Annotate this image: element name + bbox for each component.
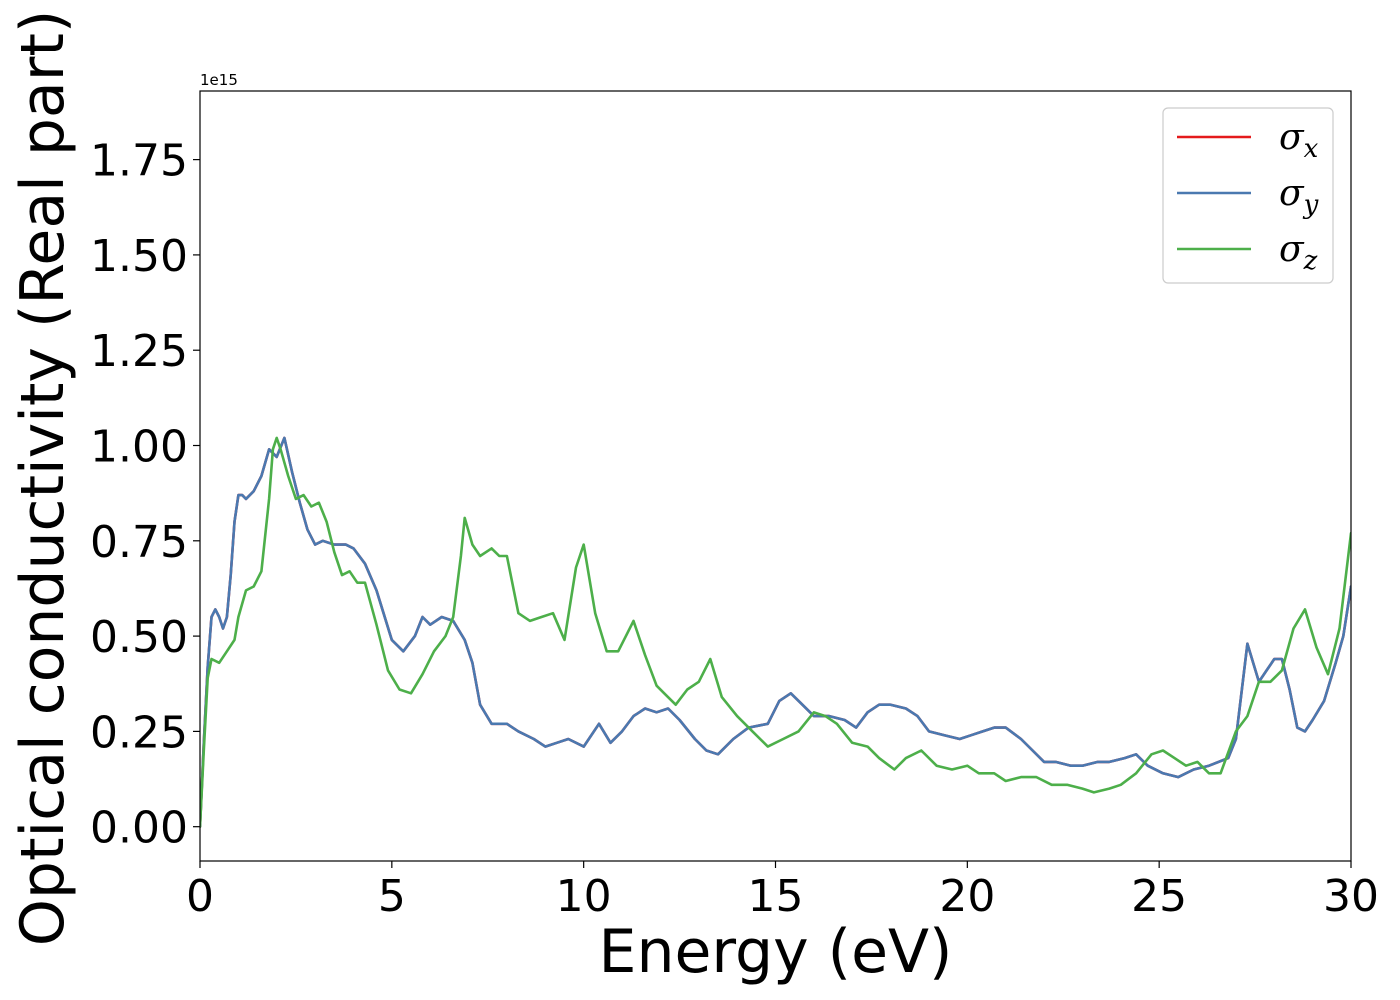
series-layer <box>200 436 1351 828</box>
series-line-y <box>200 436 1351 828</box>
y-tick-label: 1.75 <box>90 136 188 187</box>
x-tick-label: 25 <box>1131 871 1187 922</box>
x-tick-label: 5 <box>378 871 406 922</box>
legend-box <box>1162 107 1334 284</box>
legend: σx σy σz <box>1162 107 1334 284</box>
y-tick-label: 1.50 <box>90 231 188 282</box>
y-tick-label: 0.75 <box>90 517 188 568</box>
y-axis-label: Optical conductivity (Real part) <box>8 10 78 947</box>
y-tick-label: 0.50 <box>90 612 188 663</box>
x-tick-label: 30 <box>1323 871 1379 922</box>
series-line-z <box>200 436 1351 828</box>
y-tick-label: 1.00 <box>90 422 188 473</box>
x-tick-label: 0 <box>186 871 214 922</box>
x-tick-label: 10 <box>556 871 612 922</box>
x-tick-label: 15 <box>748 871 804 922</box>
x-axis: 0 5 10 15 20 25 30 <box>186 861 1379 922</box>
series-line-x <box>200 436 1351 828</box>
y-axis: 0.00 0.25 0.50 0.75 1.00 1.25 1.50 1.75 <box>90 136 200 854</box>
y-tick-label: 1.25 <box>90 326 188 377</box>
x-tick-label: 20 <box>939 871 995 922</box>
y-axis-offset-label: 1e15 <box>200 71 238 89</box>
legend-label-z: σz <box>1279 229 1318 276</box>
x-axis-label: Energy (eV) <box>599 917 953 987</box>
legend-label-y: σy <box>1279 173 1319 220</box>
y-tick-label: 0.00 <box>90 803 188 854</box>
y-tick-label: 0.25 <box>90 707 188 758</box>
legend-label-x: σx <box>1279 117 1319 164</box>
